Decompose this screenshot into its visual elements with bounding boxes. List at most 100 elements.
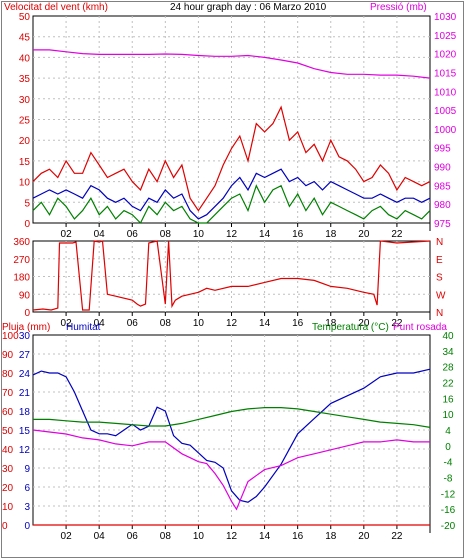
x-tick-label: 22 <box>391 229 403 240</box>
x-tick-label: 20 <box>358 318 370 329</box>
pressure-tick-label: 1010 <box>434 87 457 98</box>
x-tick-label: 10 <box>193 318 205 329</box>
wind-direction-panel: 0 N 90 W 180 S 270 E 360 N 02 04 06 08 10 12 14 16 18 20 22 <box>13 237 446 329</box>
rain-tick-label: 100 <box>2 331 19 342</box>
pressure-title: Pressió (mb) <box>370 2 427 13</box>
pressure-tick-label: 985 <box>434 181 451 192</box>
wind-speed-tick-label: 5 <box>24 198 30 209</box>
temperature-tick-label: -16 <box>441 505 456 516</box>
x-tick-label: 18 <box>325 531 337 542</box>
rain-tick-label: 90 <box>2 350 14 361</box>
humidity-tick-label: 6 <box>24 483 30 494</box>
humidity-tick-label: 15 <box>19 426 31 437</box>
x-tick-label: 06 <box>127 229 139 240</box>
rain-tick-label: 30 <box>2 464 14 475</box>
wind-direction-tick-label: 270 <box>13 255 30 266</box>
wind-direction-tick-label: 180 <box>13 273 30 284</box>
x-tick-label: 18 <box>325 318 337 329</box>
wind-direction-tick-label: 90 <box>19 290 31 301</box>
humidity-tick-label: 18 <box>19 407 31 418</box>
pressure-tick-label: 980 <box>434 200 451 211</box>
wind-speed-tick-label: 35 <box>19 74 31 85</box>
x-tick-label: 02 <box>61 318 73 329</box>
pressure-tick-label: 990 <box>434 163 451 174</box>
wind-speed-tick-label: 0 <box>24 219 30 230</box>
compass-tick-label: N <box>436 308 443 319</box>
x-tick-label: 14 <box>259 318 271 329</box>
wind-pressure-panel: 0510152025303540455097598098599099510001… <box>19 12 457 240</box>
wind-speed-tick-label: 30 <box>19 95 31 106</box>
temperature-line <box>33 407 431 428</box>
pressure-tick-label: 975 <box>434 219 451 230</box>
humidity-tick-label: 9 <box>24 464 30 475</box>
wind-speed-tick-label: 25 <box>19 116 31 127</box>
compass-tick-label: N <box>436 237 443 248</box>
wind-direction-tick-label: 360 <box>13 237 30 248</box>
x-tick-label: 10 <box>193 229 205 240</box>
temperature-tick-label: 28 <box>442 363 454 374</box>
pressure-tick-label: 1015 <box>434 68 457 79</box>
rain-tick-label: 70 <box>2 388 14 399</box>
humidity-tick-label: 3 <box>24 502 30 513</box>
wind-average-line <box>32 168 431 220</box>
temperature-tick-label: 40 <box>442 331 454 342</box>
temperature-tick-label: 0 <box>445 442 451 453</box>
rain-tick-label: 80 <box>2 369 14 380</box>
x-tick-label: 10 <box>193 531 205 542</box>
rain-axis-title: Pluja (mm) <box>2 322 50 333</box>
x-tick-label: 22 <box>391 318 403 329</box>
x-tick-label: 14 <box>259 531 271 542</box>
wind-speed-tick-label: 15 <box>19 157 31 168</box>
x-tick-label: 12 <box>226 229 238 240</box>
pressure-tick-label: 1030 <box>434 12 457 23</box>
rain-tick-label: 0 <box>2 521 8 532</box>
wind-speed-line <box>32 184 431 225</box>
x-tick-label: 12 <box>226 318 238 329</box>
x-tick-label: 08 <box>160 229 172 240</box>
wind-speed-tick-label: 40 <box>19 53 31 64</box>
temperature-tick-label: -12 <box>441 489 456 500</box>
temperature-tick-label: -8 <box>444 474 453 485</box>
humidity-line <box>32 368 431 503</box>
humidity-axis-title: Humitat <box>66 322 101 333</box>
x-tick-label: 08 <box>160 318 172 329</box>
x-tick-label: 04 <box>94 229 106 240</box>
x-tick-label: 08 <box>160 531 172 542</box>
dew-point-axis-title: Punt rosada <box>393 322 447 333</box>
x-tick-label: 02 <box>61 531 73 542</box>
x-tick-label: 04 <box>94 318 106 329</box>
x-tick-label: 16 <box>292 229 304 240</box>
x-tick-label: 18 <box>325 229 337 240</box>
pressure-tick-label: 1020 <box>434 50 457 61</box>
temperature-tick-label: 10 <box>442 410 454 421</box>
x-tick-label: 06 <box>127 531 139 542</box>
wind-speed-tick-label: 20 <box>19 136 31 147</box>
x-tick-label: 12 <box>226 531 238 542</box>
temperature-tick-label: -20 <box>441 521 456 532</box>
temperature-tick-label: 34 <box>442 347 454 358</box>
wind-speed-tick-label: 10 <box>19 178 31 189</box>
x-tick-label: 06 <box>127 318 139 329</box>
temperature-tick-label: -4 <box>444 458 453 469</box>
temperature-axis-title: Temperatura (°C) <box>312 322 389 333</box>
pressure-tick-label: 1025 <box>434 31 457 42</box>
pressure-line <box>33 49 431 79</box>
x-tick-label: 02 <box>61 229 73 240</box>
x-tick-label: 20 <box>358 531 370 542</box>
dew-point-line <box>32 429 430 511</box>
wind-gust-line <box>32 105 431 212</box>
compass-tick-label: W <box>436 290 446 301</box>
rain-tick-label: 40 <box>2 445 14 456</box>
compass-tick-label: E <box>436 255 443 266</box>
wind-speed-tick-label: 45 <box>19 33 31 44</box>
humidity-tick-label: 0 <box>24 521 30 532</box>
rain-tick-label: 50 <box>2 426 14 437</box>
temperature-tick-label: 16 <box>442 394 454 405</box>
compass-tick-label: S <box>436 273 443 284</box>
wind-speed-title: Velocitat del vent (kmh) <box>4 2 108 13</box>
humidity-tick-label: 24 <box>19 369 31 380</box>
rain-tick-label: 60 <box>2 407 14 418</box>
